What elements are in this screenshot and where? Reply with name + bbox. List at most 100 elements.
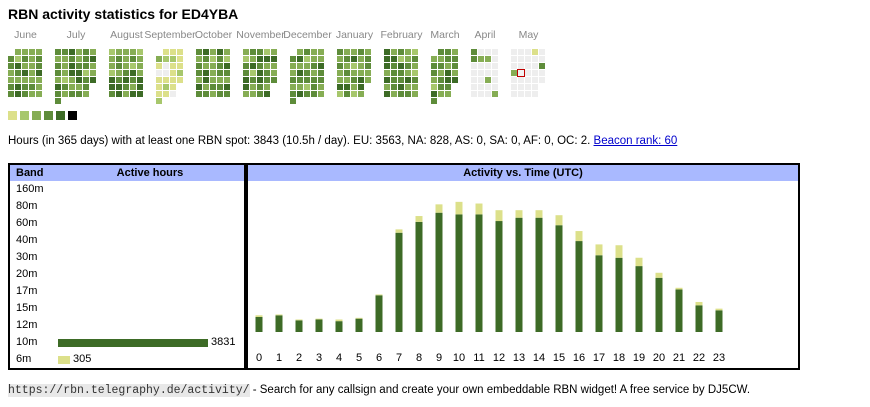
calendar-day-cell: [224, 91, 230, 97]
activity-chart-title: Activity vs. Time (UTC): [463, 167, 583, 179]
calendar-day-cell: [471, 91, 477, 97]
calendar-day-cell: [471, 56, 477, 62]
hour-bar-main: [635, 266, 643, 332]
calendar-day-cell: [264, 49, 270, 55]
calendar-day-cell: [398, 91, 404, 97]
activity-calendar: June July August September October November De…: [0, 0, 870, 125]
calendar-day-cell: [203, 84, 209, 90]
calendar-day-cell: [116, 70, 122, 76]
calendar-day-cell: [438, 56, 444, 62]
calendar-day-cell: [22, 84, 28, 90]
calendar-day-cell: [90, 63, 96, 69]
beacon-rank-link[interactable]: Beacon rank: 60: [593, 135, 678, 147]
calendar-day-cell: [137, 49, 143, 55]
calendar-day-cell: [116, 63, 122, 69]
calendar-day-cell: [351, 49, 357, 55]
month-label-december: December: [283, 29, 332, 41]
calendar-day-cell: [163, 70, 169, 76]
calendar-day-cell: [264, 77, 270, 83]
stats-summary-text: Hours (in 365 days) with at least one RB…: [8, 135, 591, 147]
calendar-day-cell: [210, 70, 216, 76]
calendar-day-cell: [351, 70, 357, 76]
calendar-day-cell: [391, 70, 397, 76]
band-row: 6m 305: [16, 352, 242, 369]
calendar-day-cell: [492, 91, 498, 97]
band-name: 15m: [16, 302, 38, 314]
band-row: 60m: [16, 216, 242, 233]
calendar-day-cell: [69, 56, 75, 62]
calendar-day-cell: [431, 63, 437, 69]
calendar-day-cell: [170, 91, 176, 97]
band-name: 10m: [16, 336, 38, 348]
month-label-february: February: [380, 29, 423, 41]
hour-tick-label: 14: [533, 352, 545, 364]
calendar-day-cell: [525, 56, 531, 62]
calendar-day-cell: [358, 91, 364, 97]
calendar-day-cell: [203, 70, 209, 76]
hour-tick-label: 18: [613, 352, 625, 364]
stats-summary: Hours (in 365 days) with at least one RB…: [8, 135, 677, 147]
hour-tick-label: 5: [356, 352, 362, 364]
calendar-day-cell: [55, 70, 61, 76]
calendar-day-cell: [243, 56, 249, 62]
hour-bar-secondary: [295, 319, 303, 321]
calendar-day-cell: [445, 84, 451, 90]
calendar-day-cell: [210, 63, 216, 69]
hour-bar-main: [315, 319, 323, 332]
calendar-day-cell: [384, 84, 390, 90]
calendar-day-cell: [511, 70, 517, 76]
calendar-day-cell: [344, 84, 350, 90]
hour-bar-secondary: [475, 203, 483, 215]
calendar-day-cell: [76, 56, 82, 62]
calendar-day-cell: [297, 63, 303, 69]
activity-vs-time-chart: 0 1 2 3 4 5 6 7 8 9 10 11 12 13 14 15 16 17 18 19 20 21 22 23: [255, 201, 725, 364]
calendar-day-cell: [271, 63, 277, 69]
hour-bar-secondary: [275, 314, 283, 316]
calendar-day-cell: [210, 77, 216, 83]
hour-bar-secondary: [435, 204, 443, 213]
hour-tick-label: 0: [256, 352, 262, 364]
calendar-day-cell: [22, 63, 28, 69]
hour-bar-main: [695, 305, 703, 332]
calendar-day-cell: [452, 49, 458, 55]
calendar-day-cell: [22, 56, 28, 62]
calendar-day-cell: [297, 49, 303, 55]
calendar-day-cell: [76, 70, 82, 76]
hour-bar-main: [575, 241, 583, 332]
hour-bar-main: [275, 315, 283, 332]
calendar-day-cell: [156, 77, 162, 83]
hour-bar-main: [355, 318, 363, 332]
hour-tick-label: 15: [553, 352, 565, 364]
hour-bar-main: [655, 277, 663, 332]
calendar-day-cell: [492, 63, 498, 69]
calendar-day-cell: [130, 91, 136, 97]
calendar-day-cell: [511, 84, 517, 90]
hour-bar-secondary: [535, 210, 543, 218]
hour-bar-secondary: [515, 210, 523, 218]
calendar-day-cell: [358, 49, 364, 55]
calendar-day-cell: [163, 91, 169, 97]
calendar-day-cell: [22, 77, 28, 83]
calendar-day-cell: [210, 91, 216, 97]
calendar-day-cell: [250, 70, 256, 76]
calendar-day-cell: [271, 49, 277, 55]
calendar-day-cell: [170, 70, 176, 76]
calendar-day-cell: [90, 49, 96, 55]
calendar-day-cell: [36, 91, 42, 97]
calendar-day-cell: [384, 56, 390, 62]
calendar-day-cell: [471, 84, 477, 90]
calendar-day-cell: [29, 63, 35, 69]
calendar-day-cell: [337, 91, 343, 97]
hour-tick-label: 8: [416, 352, 422, 364]
calendar-day-cell: [391, 91, 397, 97]
calendar-day-cell: [210, 49, 216, 55]
calendar-day-cell: [130, 56, 136, 62]
calendar-day-cell: [8, 56, 14, 62]
calendar-today-cell: [517, 69, 525, 77]
calendar-day-cell: [250, 63, 256, 69]
calendar-day-cell: [485, 70, 491, 76]
calendar-day-cell: [116, 91, 122, 97]
calendar-day-cell: [412, 49, 418, 55]
calendar-day-cell: [445, 49, 451, 55]
calendar-day-cell: [318, 84, 324, 90]
